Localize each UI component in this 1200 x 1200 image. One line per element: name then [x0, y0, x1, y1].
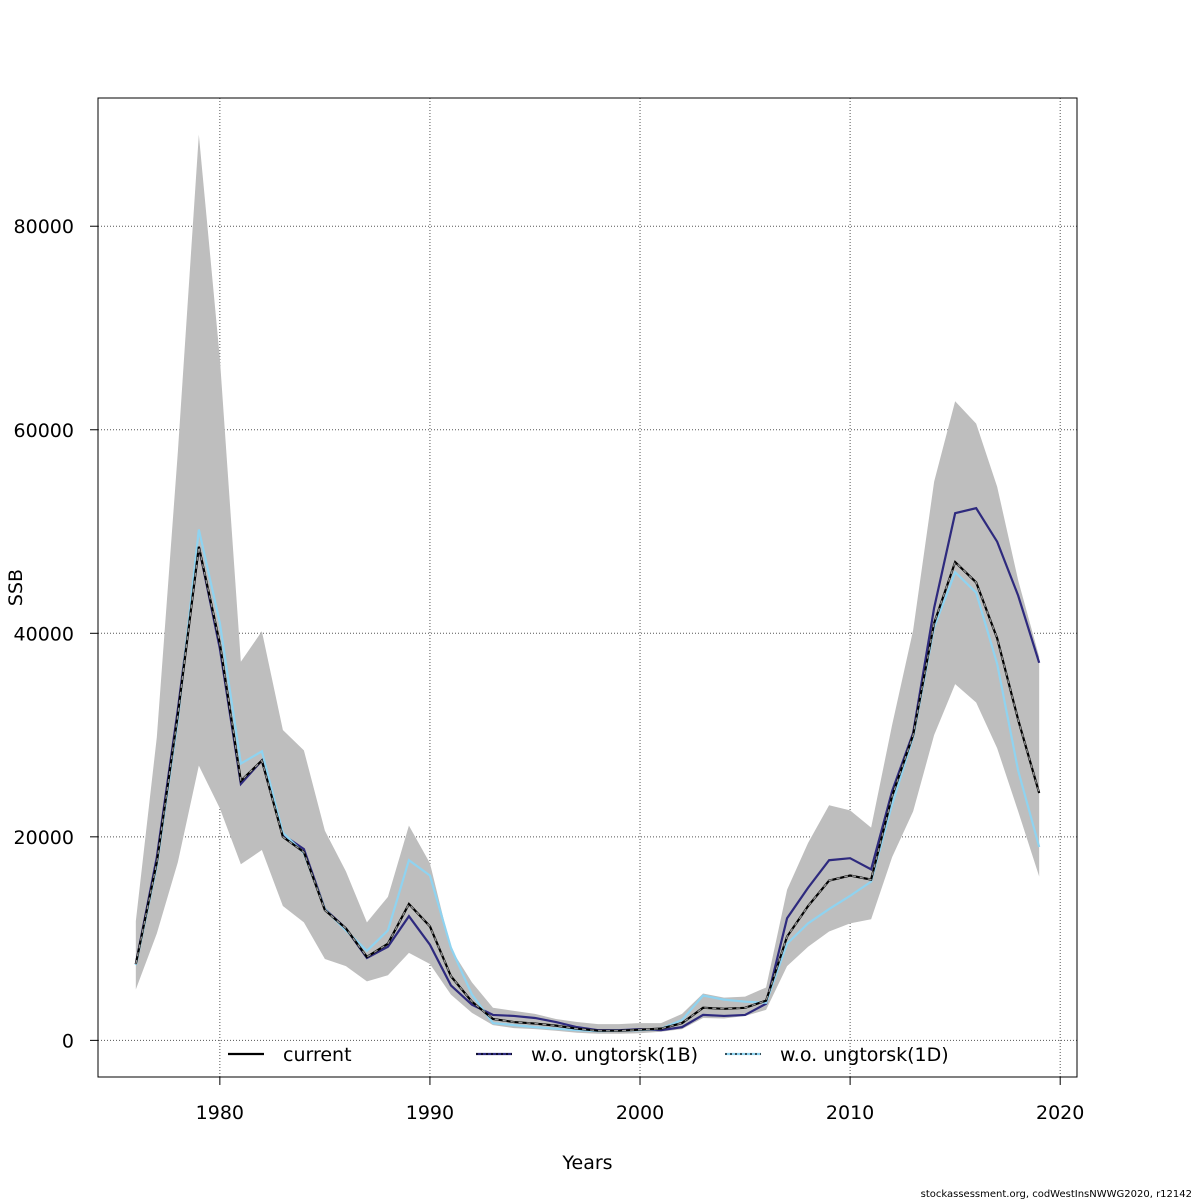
legend-item: w.o. ungtorsk(1D) — [725, 1044, 949, 1066]
legend-item: current — [228, 1044, 352, 1066]
y-tick-label: 0 — [62, 1030, 74, 1052]
confidence-band-layer — [135, 134, 1040, 1034]
footer-credit: stockassessment.org, codWestInsNWWG2020,… — [921, 1189, 1192, 1200]
y-axis-title: SSB — [5, 569, 27, 606]
y-tick-label: 20000 — [14, 827, 74, 849]
legend-label: w.o. ungtorsk(1D) — [780, 1044, 949, 1066]
legend-label: w.o. ungtorsk(1B) — [531, 1044, 698, 1066]
x-tick-label: 2020 — [1036, 1102, 1084, 1124]
legend-label: current — [283, 1044, 352, 1066]
y-tick-label: 60000 — [14, 420, 74, 442]
legend-item: w.o. ungtorsk(1B) — [476, 1044, 698, 1066]
axes: 1980 1990 2000 2010 2020 0 20000 40000 60000 8000… — [14, 216, 1085, 1124]
series-line-current-dash — [135, 546, 1040, 1032]
x-tick-label: 1980 — [196, 1102, 244, 1124]
confidence-band — [135, 134, 1040, 1034]
x-tick-label: 2000 — [616, 1102, 664, 1124]
x-tick-label: 2010 — [826, 1102, 874, 1124]
x-tick-label: 1990 — [406, 1102, 454, 1124]
y-tick-label: 40000 — [14, 623, 74, 645]
y-tick-label: 80000 — [14, 216, 74, 238]
x-axis-title: Years — [561, 1152, 612, 1174]
legend: current w.o. ungtorsk(1B) w.o. ungtorsk(1D… — [228, 1044, 949, 1066]
series-layer — [134, 506, 1041, 1033]
